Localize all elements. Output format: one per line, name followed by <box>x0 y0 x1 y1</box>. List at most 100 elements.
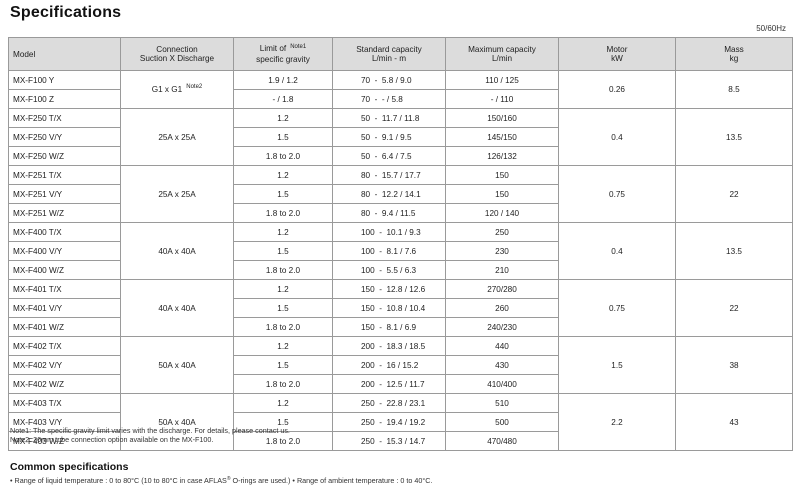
standard-capacity-cell: 100 - 5.5 / 6.3 <box>332 260 446 280</box>
gravity-cell: - / 1.8 <box>233 89 333 109</box>
header-model: Model <box>8 37 121 71</box>
maximum-capacity-cell: 260 <box>445 298 559 318</box>
mass-cell: 13.5 <box>675 222 793 280</box>
model-cell: MX-F251 T/X <box>8 165 121 185</box>
gravity-cell: 1.5 <box>233 241 333 261</box>
motor-cell: 0.4 <box>558 108 676 166</box>
standard-capacity-cell: 200 - 18.3 / 18.5 <box>332 336 446 356</box>
gravity-cell: 1.2 <box>233 279 333 299</box>
model-cell: MX-F250 T/X <box>8 108 121 128</box>
connection-cell: 40A x 40A <box>120 279 234 337</box>
connection-cell: 25A x 25A <box>120 108 234 166</box>
connection-value: 50A x 40A <box>158 417 196 427</box>
header-motor-line2: kW <box>611 54 623 63</box>
table-row: MX-F402 W/Z 1.8 to 2.0 200 - 12.5 / 11.7 41… <box>8 374 793 394</box>
gravity-cell: 1.8 to 2.0 <box>233 203 333 223</box>
model-cell: MX-F402 V/Y <box>8 355 121 375</box>
model-cell: MX-F402 T/X <box>8 336 121 356</box>
connection-value: 40A x 40A <box>158 303 196 313</box>
table-row: MX-F403 T/X 50A x 40A 1.2 250 - 22.8 / 23.1… <box>8 393 793 451</box>
header-connection-line2: Suction X Discharge <box>139 54 215 63</box>
maximum-capacity-cell: 440 <box>445 336 559 356</box>
maximum-capacity-cell: - / 110 <box>445 89 559 109</box>
standard-capacity-cell: 250 - 22.8 / 23.1 <box>332 393 446 413</box>
frequency-label: 50/60Hz <box>756 24 786 33</box>
mass-cell: 22 <box>675 279 793 337</box>
standard-capacity-cell: 100 - 8.1 / 7.6 <box>332 241 446 261</box>
maximum-capacity-cell: 150/160 <box>445 108 559 128</box>
header-gravity-note: Note1 <box>290 44 307 50</box>
standard-capacity-cell: 80 - 12.2 / 14.1 <box>332 184 446 204</box>
connection-cell: G1 x G1 Note2 <box>120 70 234 109</box>
standard-capacity-cell: 70 - 5.8 / 9.0 <box>332 70 446 90</box>
gravity-cell: 1.5 <box>233 298 333 318</box>
table-row: MX-F401 W/Z 1.8 to 2.0 150 - 8.1 / 6.9 240/… <box>8 317 793 337</box>
model-cell: MX-F403 T/X <box>8 393 121 413</box>
standard-capacity-cell: 80 - 9.4 / 11.5 <box>332 203 446 223</box>
motor-cell: 0.26 <box>558 70 676 109</box>
table-notes: Note1: The specific gravity limit varies… <box>10 426 290 444</box>
standard-capacity-cell: 200 - 16 / 15.2 <box>332 355 446 375</box>
model-cell: MX-F250 V/Y <box>8 127 121 147</box>
maximum-capacity-cell: 500 <box>445 412 559 432</box>
standard-capacity-cell: 200 - 12.5 / 11.7 <box>332 374 446 394</box>
motor-cell: 0.75 <box>558 279 676 337</box>
header-motor: Motor kW <box>558 37 676 71</box>
maximum-capacity-cell: 145/150 <box>445 127 559 147</box>
table-row: MX-F403 W/Z 1.8 to 2.0 250 - 15.3 / 14.7 47… <box>8 431 793 451</box>
header-std-line2: L/min - m <box>371 54 407 63</box>
common-line-part2: O-rings are used.) • Range of ambient te… <box>230 476 433 485</box>
connection-cell: 50A x 40A <box>120 336 234 394</box>
table-row: MX-F402 V/Y 1.5 200 - 16 / 15.2 430 <box>8 355 793 375</box>
model-cell: MX-F401 W/Z <box>8 317 121 337</box>
gravity-cell: 1.8 to 2.0 <box>233 146 333 166</box>
header-mass: Mass kg <box>675 37 793 71</box>
table-row: MX-F401 T/X 40A x 40A 1.2 150 - 12.8 / 12.6… <box>8 279 793 337</box>
standard-capacity-cell: 250 - 19.4 / 19.2 <box>332 412 446 432</box>
gravity-cell: 1.2 <box>233 336 333 356</box>
header-gravity: Limit of Note1 specific gravity <box>233 37 333 71</box>
model-cell: MX-F100 Y <box>8 70 121 90</box>
connection-cell: 25A x 25A <box>120 165 234 223</box>
table-row: MX-F251 T/X 25A x 25A 1.2 80 - 15.7 / 17.7 1… <box>8 165 793 223</box>
maximum-capacity-cell: 150 <box>445 184 559 204</box>
header-gravity-line2: specific gravity <box>256 55 310 64</box>
connection-cell: 50A x 40A <box>120 393 234 451</box>
common-specifications-line: • Range of liquid temperature : 0 to 80°… <box>10 476 432 485</box>
maximum-capacity-cell: 410/400 <box>445 374 559 394</box>
maximum-capacity-cell: 270/280 <box>445 279 559 299</box>
mass-cell: 8.5 <box>675 70 793 109</box>
model-cell: MX-F250 W/Z <box>8 146 121 166</box>
common-specifications-title: Common specifications <box>10 461 129 473</box>
standard-capacity-cell: 50 - 6.4 / 7.5 <box>332 146 446 166</box>
maximum-capacity-cell: 230 <box>445 241 559 261</box>
header-connection-line1: Connection <box>156 45 198 54</box>
standard-capacity-cell: 250 - 15.3 / 14.7 <box>332 431 446 451</box>
standard-capacity-cell: 50 - 11.7 / 11.8 <box>332 108 446 128</box>
connection-value: G1 x G1 <box>151 85 183 94</box>
header-motor-line1: Motor <box>606 45 628 54</box>
standard-capacity-cell: 80 - 15.7 / 17.7 <box>332 165 446 185</box>
table-row: MX-F250 V/Y 1.5 50 - 9.1 / 9.5 145/150 <box>8 127 793 147</box>
maximum-capacity-cell: 210 <box>445 260 559 280</box>
mass-cell: 22 <box>675 165 793 223</box>
gravity-cell: 1.2 <box>233 222 333 242</box>
motor-cell: 1.5 <box>558 336 676 394</box>
header-standard-capacity: Standard capacity L/min - m <box>332 37 446 71</box>
gravity-cell: 1.5 <box>233 355 333 375</box>
table-row: MX-F250 T/X 25A x 25A 1.2 50 - 11.7 / 11.8 1… <box>8 108 793 166</box>
specifications-table: Model Connection Suction X Discharge Lim… <box>8 37 793 451</box>
table-row: MX-F402 T/X 50A x 40A 1.2 200 - 18.3 / 18.5… <box>8 336 793 394</box>
gravity-cell: 1.2 <box>233 165 333 185</box>
table-row: MX-F400 T/X 40A x 40A 1.2 100 - 10.1 / 9.3 2… <box>8 222 793 280</box>
maximum-capacity-cell: 126/132 <box>445 146 559 166</box>
maximum-capacity-cell: 250 <box>445 222 559 242</box>
header-connection: Connection Suction X Discharge <box>120 37 234 71</box>
model-cell: MX-F400 V/Y <box>8 241 121 261</box>
connection-value: 40A x 40A <box>158 246 196 256</box>
registered-mark: ® <box>226 476 231 482</box>
table-row: MX-F400 V/Y 1.5 100 - 8.1 / 7.6 230 <box>8 241 793 261</box>
table-row: MX-F401 V/Y 1.5 150 - 10.8 / 10.4 260 <box>8 298 793 318</box>
table-header-row: Model Connection Suction X Discharge Lim… <box>8 37 793 71</box>
note2-text: Note2: 26mm tube connection option avail… <box>10 435 214 444</box>
